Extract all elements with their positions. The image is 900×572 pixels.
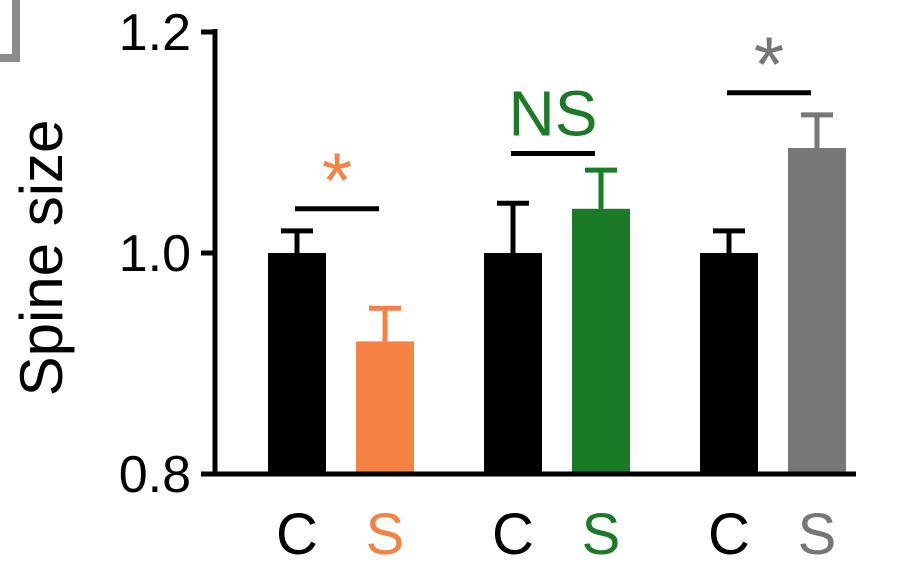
bar-group1-S bbox=[356, 341, 414, 474]
bar-group2-S bbox=[572, 208, 630, 475]
x-category-label: S bbox=[582, 502, 621, 567]
x-category-label: C bbox=[708, 502, 750, 567]
y-tick-label: 1.0 bbox=[119, 225, 191, 283]
significance-label: NS bbox=[509, 78, 598, 150]
x-category-label: S bbox=[366, 502, 405, 567]
panel-corner-mark bbox=[0, 0, 20, 62]
x-category-label: C bbox=[492, 502, 534, 567]
bar-group3-C bbox=[700, 253, 758, 474]
bar-group1-C bbox=[268, 253, 326, 474]
significance-label: * bbox=[322, 136, 352, 224]
bars-layer bbox=[268, 112, 846, 475]
y-tick-label: 1.2 bbox=[119, 4, 191, 62]
bar-group2-C bbox=[484, 253, 542, 474]
significance-label: * bbox=[754, 20, 784, 108]
y-axis-label: Spine size bbox=[8, 120, 75, 397]
bar-group3-S bbox=[788, 148, 846, 474]
y-tick-label: 0.8 bbox=[119, 446, 191, 504]
axis-layer bbox=[201, 29, 856, 477]
x-category-label: S bbox=[798, 502, 837, 567]
x-category-label: C bbox=[276, 502, 318, 567]
